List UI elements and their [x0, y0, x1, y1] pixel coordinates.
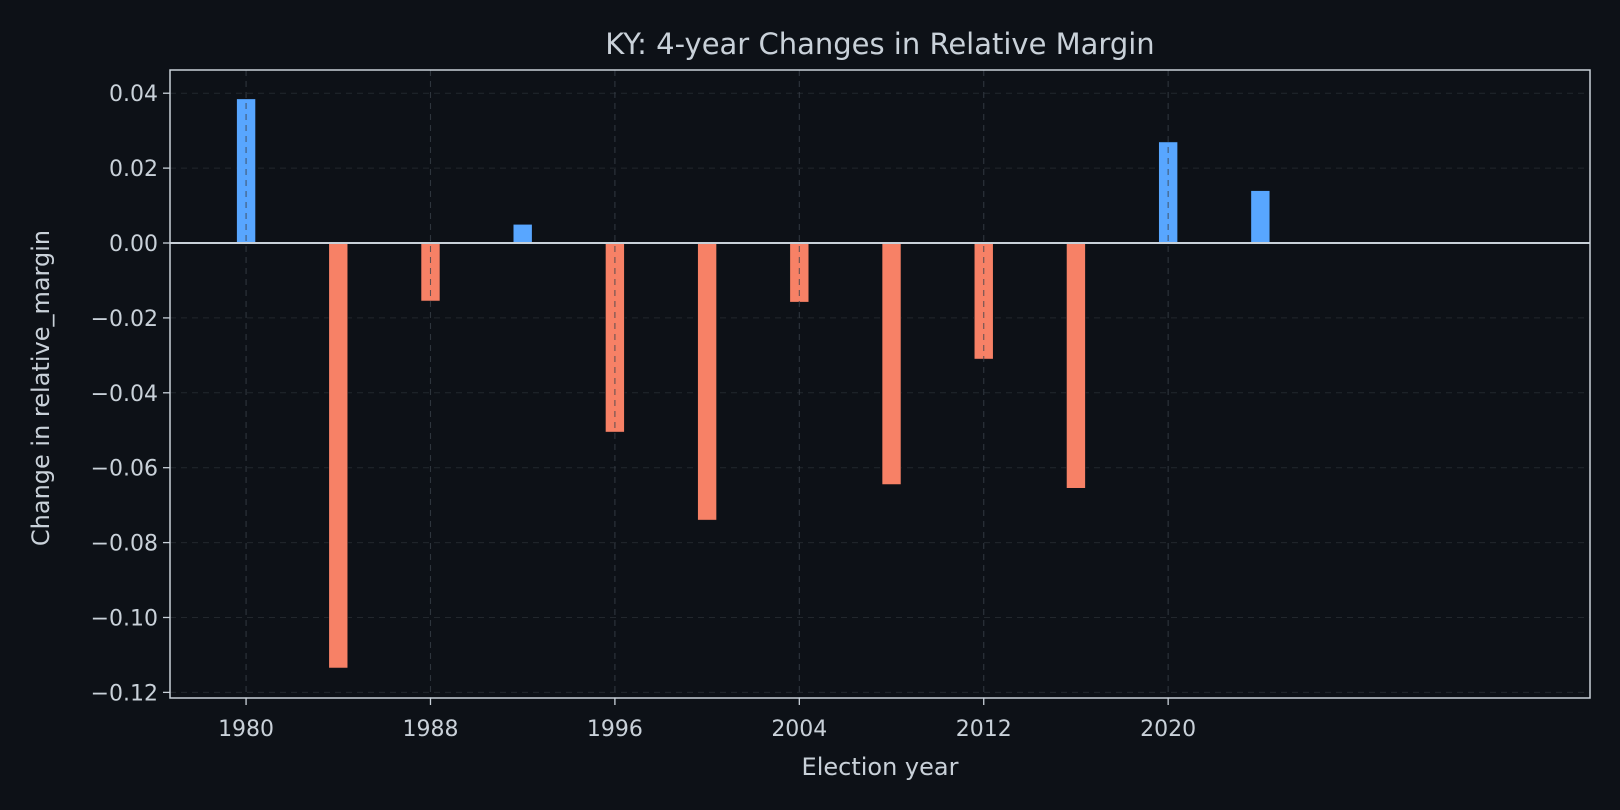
bar — [1066, 242, 1086, 489]
y-tick-label: 0.04 — [109, 82, 158, 107]
x-tick-label: 2020 — [1140, 717, 1196, 742]
grid — [170, 70, 1590, 698]
ticks: 0.04 0.02 0.00 −0.02 −0.04 −0.06 −0.08 −0.10 −0.… — [91, 82, 1197, 742]
y-tick-label: −0.12 — [91, 681, 158, 706]
y-tick-label: 0.02 — [109, 157, 158, 182]
bar — [881, 242, 902, 485]
bar — [697, 242, 717, 521]
y-tick-label: −0.06 — [91, 457, 158, 482]
plot-frame — [169, 69, 1591, 699]
bar — [1250, 190, 1271, 244]
bar — [328, 242, 349, 669]
bars — [236, 98, 1271, 669]
y-axis-label: Change in relative_margin — [27, 230, 55, 546]
y-tick-label: −0.08 — [91, 532, 158, 557]
y-tick-label: 0.00 — [109, 232, 158, 257]
x-tick-label: 2004 — [771, 717, 827, 742]
y-tick-label: −0.10 — [91, 606, 158, 631]
x-axis-label: Election year — [802, 753, 959, 781]
y-tick-label: −0.02 — [91, 307, 158, 332]
plot-background — [170, 70, 1590, 698]
x-tick-label: 1988 — [402, 717, 458, 742]
x-tick-label: 1980 — [218, 717, 274, 742]
bar — [512, 223, 533, 244]
y-tick-label: −0.04 — [91, 382, 158, 407]
chart-title: KY: 4-year Changes in Relative Margin — [605, 27, 1154, 61]
grid-overlay — [245, 70, 1169, 698]
x-tick-label: 2012 — [956, 717, 1012, 742]
x-tick-label: 1996 — [587, 717, 643, 742]
